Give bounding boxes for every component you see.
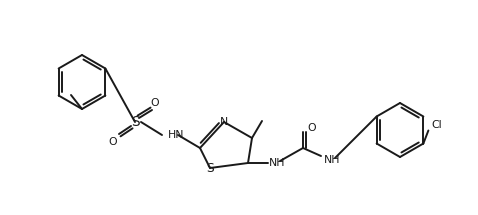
Text: NH: NH — [269, 158, 285, 168]
Text: N: N — [220, 117, 228, 127]
Text: Cl: Cl — [431, 120, 442, 131]
Text: O: O — [151, 98, 159, 108]
Text: S: S — [206, 161, 214, 175]
Text: O: O — [308, 123, 316, 133]
Text: NH: NH — [324, 155, 340, 165]
Text: S: S — [130, 115, 139, 129]
Text: O: O — [109, 137, 117, 147]
Text: HN: HN — [168, 130, 185, 140]
